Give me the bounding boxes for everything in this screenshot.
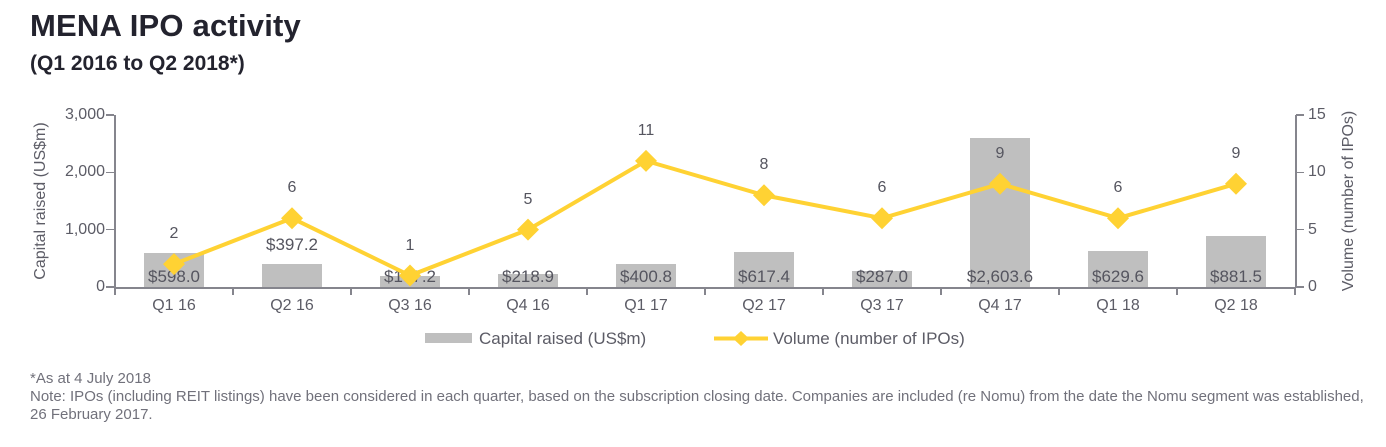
- bar-q2-16: [262, 264, 322, 287]
- volume-label: 9: [1231, 144, 1241, 162]
- volume-marker-diamond-icon: [517, 218, 539, 241]
- bar-q4-16: [498, 274, 558, 287]
- right-tick-label: 5: [1308, 220, 1317, 238]
- bar-q2-18: [1206, 236, 1266, 287]
- x-axis-tick: [940, 288, 942, 295]
- volume-label: 5: [523, 190, 533, 208]
- bar-q1-18: [1088, 250, 1148, 287]
- right-tick-label: 0: [1308, 278, 1317, 295]
- x-axis-tick: [350, 288, 352, 295]
- volume-marker-diamond-icon: [1107, 207, 1129, 230]
- bar-q3-17: [852, 270, 912, 287]
- left-axis-tick: [106, 286, 114, 288]
- volume-label: 6: [287, 179, 297, 197]
- volume-label: 6: [877, 179, 887, 197]
- page-subtitle: (Q1 2016 to Q2 2018*): [30, 52, 245, 75]
- volume-label: 1: [405, 236, 415, 254]
- right-tick-label: 15: [1308, 106, 1326, 123]
- legend-capital-label: Capital raised (US$m): [479, 329, 647, 348]
- right-tick-label: 10: [1308, 163, 1326, 181]
- volume-marker-diamond-icon: [281, 207, 303, 230]
- volume-label: 11: [637, 121, 655, 139]
- right-axis-line: [1295, 115, 1297, 288]
- bar-value-label: $400.8: [620, 267, 672, 286]
- bar-q1-17: [616, 264, 676, 287]
- x-axis-tick: [1294, 288, 1296, 295]
- legend-volume-swatch: [714, 331, 768, 346]
- category-label: Q2 18: [1214, 297, 1258, 314]
- left-tick-label: 3,000: [64, 106, 105, 123]
- left-axis-tick: [106, 114, 114, 116]
- right-axis-tick: [1296, 228, 1304, 231]
- volume-label: 8: [759, 156, 769, 174]
- bar-value-label: $881.5: [1210, 267, 1262, 286]
- category-label: Q2 16: [270, 297, 314, 314]
- category-label: Q2 17: [742, 297, 786, 314]
- left-axis-line: [114, 115, 116, 288]
- volume-marker-diamond-icon: [753, 184, 775, 207]
- category-label: Q1 18: [1096, 297, 1140, 314]
- category-label: Q1 17: [624, 297, 668, 314]
- bar-value-label: $617.4: [738, 267, 790, 286]
- page-title: MENA IPO activity: [30, 8, 301, 43]
- bar-value-label: $2,603.6: [966, 267, 1034, 286]
- right-axis-tick: [1296, 286, 1304, 288]
- x-axis-tick: [468, 288, 470, 295]
- bar-q4-17: [970, 137, 1030, 287]
- volume-label: 9: [995, 144, 1005, 162]
- legend-capital-swatch: [425, 333, 472, 343]
- footnote-note: Note: IPOs (including REIT listings) hav…: [30, 388, 1364, 423]
- x-axis-tick: [822, 288, 824, 295]
- category-label: Q4 17: [978, 297, 1022, 314]
- volume-line-chart: [163, 149, 1247, 287]
- right-axis-title: Volume (number of IPOs): [1340, 110, 1357, 292]
- volume-marker-diamond-icon: [163, 253, 185, 276]
- volume-label: 2: [169, 225, 179, 243]
- left-axis-tick: [106, 171, 114, 174]
- x-axis-tick: [114, 288, 116, 295]
- left-tick-label: 0: [96, 278, 105, 295]
- left-axis-title: Capital raised (US$m): [32, 122, 49, 280]
- left-axis-tick: [106, 228, 114, 231]
- x-axis-tick: [586, 288, 588, 295]
- left-tick-label: 2,000: [64, 163, 105, 181]
- volume-marker-diamond-icon: [871, 207, 893, 230]
- volume-marker-diamond-icon: [635, 149, 657, 172]
- volume-marker-diamond-icon: [1225, 172, 1247, 195]
- x-axis-line: [114, 287, 1296, 289]
- bar-value-label: $397.2: [266, 235, 318, 255]
- category-label: Q3 17: [860, 297, 904, 314]
- category-label: Q3 16: [388, 297, 432, 314]
- x-axis-tick: [232, 288, 234, 295]
- bar-q2-17: [734, 251, 794, 287]
- x-axis-tick: [1176, 288, 1178, 295]
- right-axis-tick: [1296, 114, 1304, 116]
- bar-value-label: $629.6: [1092, 267, 1144, 286]
- volume-marker-diamond-icon: [399, 264, 421, 287]
- category-label: Q4 16: [506, 297, 550, 314]
- bar-value-label: $218.9: [502, 267, 554, 286]
- category-label: Q1 16: [152, 297, 196, 314]
- x-axis-tick: [1058, 288, 1060, 295]
- bar-value-label: $287.0: [856, 267, 908, 286]
- volume-line: [173, 158, 1237, 278]
- bar-value-label: $598.0: [148, 267, 200, 286]
- left-tick-label: 1,000: [64, 220, 105, 238]
- x-axis-tick: [704, 288, 706, 295]
- volume-label: 6: [1113, 179, 1123, 197]
- footnote-as-at: *As at 4 July 2018: [30, 370, 151, 387]
- legend-volume-label: Volume (number of IPOs): [773, 329, 965, 348]
- legend-diamond-icon: [733, 331, 749, 346]
- volume-marker-diamond-icon: [989, 172, 1011, 195]
- right-axis-tick: [1296, 171, 1304, 174]
